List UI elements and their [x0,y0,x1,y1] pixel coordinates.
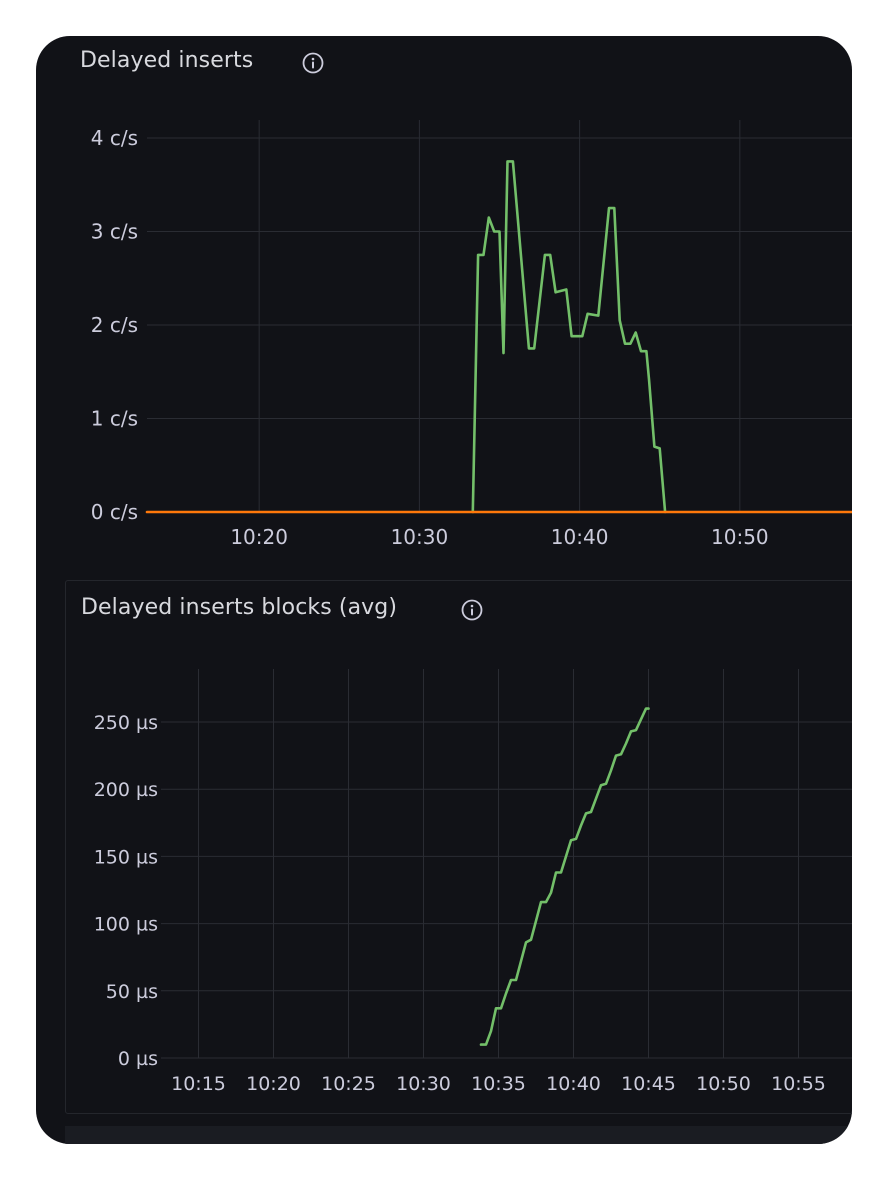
x-tick-label: 10:30 [391,525,449,549]
y-tick-label: 200 µs [94,779,158,801]
next-panel-header [65,1126,852,1144]
info-icon[interactable] [461,599,483,621]
y-tick-label: 250 µs [94,712,158,734]
y-tick-label: 50 µs [106,981,158,1003]
panel-title[interactable]: Delayed inserts blocks (avg) [81,595,398,620]
y-tick-label: 0 c/s [91,500,138,524]
y-tick-label: 1 c/s [91,407,138,431]
panel-title[interactable]: Delayed inserts [80,48,254,73]
x-tick-label: 10:25 [321,1073,376,1095]
series-line-0[interactable] [471,160,667,514]
y-tick-label: 150 µs [94,846,158,868]
y-tick-label: 3 c/s [91,220,138,244]
y-tick-label: 100 µs [94,914,158,936]
dashboard-frame: Delayed inserts 0 c/s 1 c/s 2 c/s 3 c/s 4 c/… [36,36,852,1144]
x-tick-label: 10:20 [230,525,288,549]
x-tick-label: 10:40 [551,525,609,549]
x-tick-label: 10:40 [546,1073,601,1095]
x-tick-label: 10:45 [621,1073,676,1095]
panel-delayed-inserts-blocks: Delayed inserts blocks (avg) 0 µs 50 µs 10… [65,580,852,1114]
info-icon[interactable] [302,52,324,74]
series-line-0[interactable] [479,707,650,1046]
x-tick-label: 10:50 [696,1073,751,1095]
x-tick-label: 10:55 [771,1073,826,1095]
x-tick-label: 10:30 [396,1073,451,1095]
chart-delayed-inserts: 0 c/s 1 c/s 2 c/s 3 c/s 4 c/s 10:20 10:30 10:40… [91,120,852,549]
chart-delayed-inserts-blocks: 0 µs 50 µs 100 µs 150 µs 200 µs 250 µs 10:15 10… [94,669,852,1095]
y-tick-label: 2 c/s [91,313,138,337]
x-tick-label: 10:50 [711,525,769,549]
y-tick-label: 0 µs [118,1048,158,1070]
panel-delayed-inserts: Delayed inserts 0 c/s 1 c/s 2 c/s 3 c/s 4 c/… [36,36,852,576]
x-tick-label: 10:15 [171,1073,226,1095]
x-tick-label: 10:20 [246,1073,301,1095]
x-tick-label: 10:35 [471,1073,526,1095]
y-tick-label: 4 c/s [91,126,138,150]
